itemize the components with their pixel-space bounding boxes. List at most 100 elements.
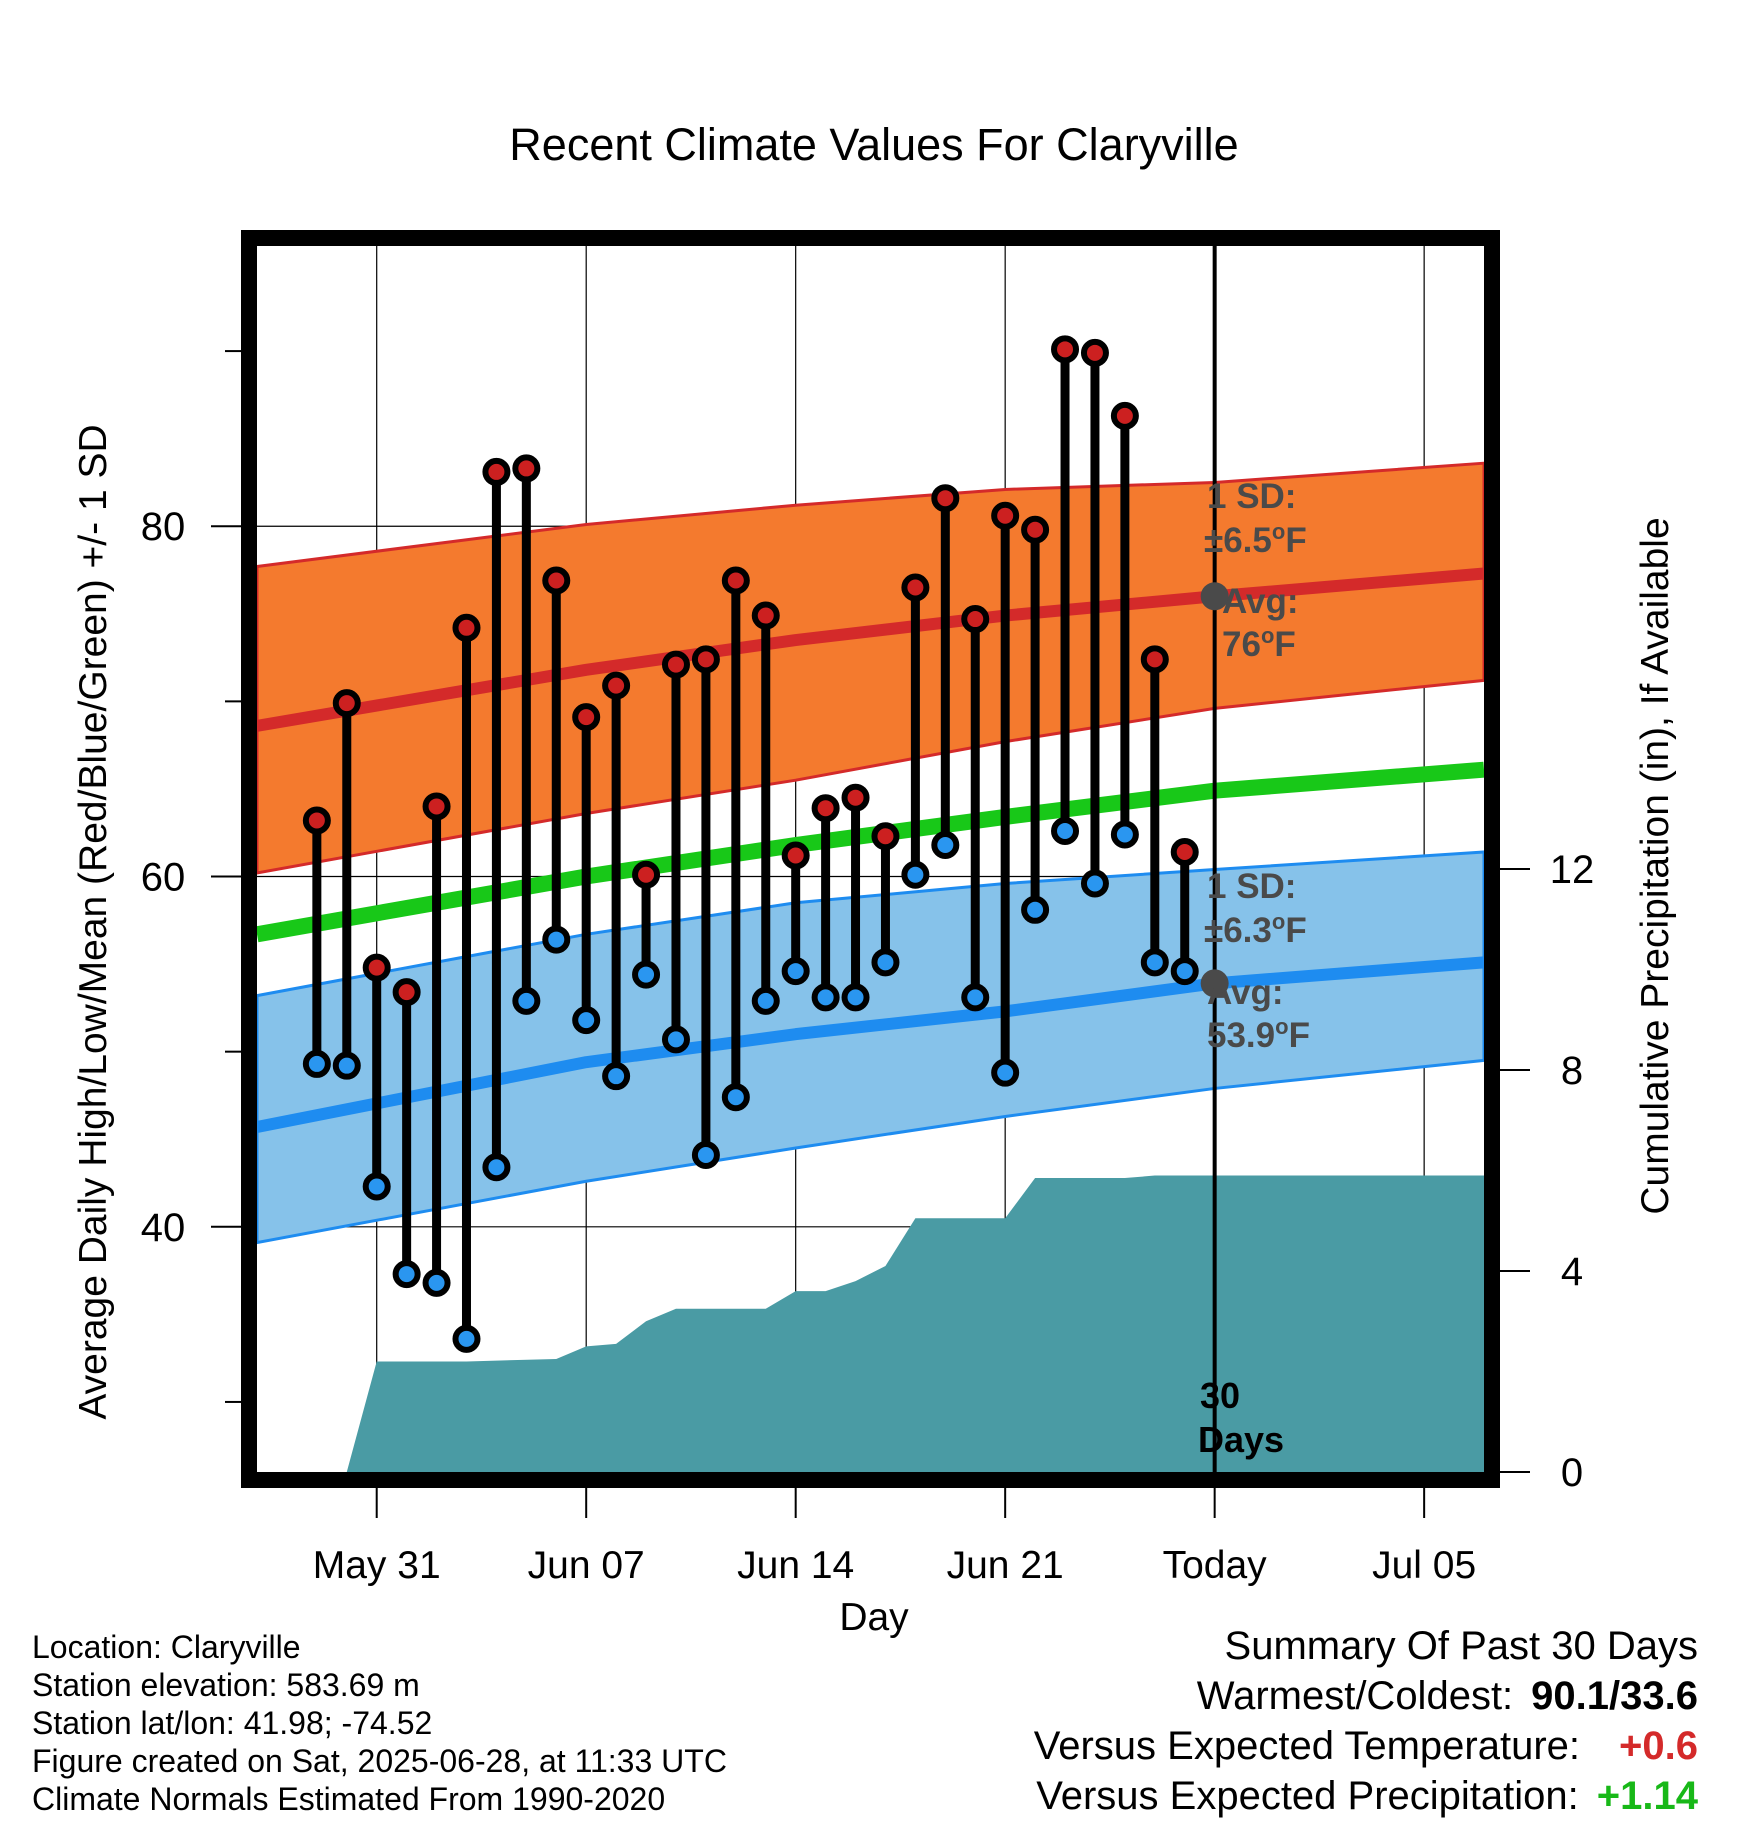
daily-high-point bbox=[901, 573, 930, 602]
high-avg-unit: F bbox=[1274, 625, 1295, 664]
daily-low-point bbox=[661, 1025, 690, 1054]
daily-high-point bbox=[781, 841, 810, 870]
daily-high-point bbox=[1021, 515, 1050, 544]
daily-high-point bbox=[1170, 837, 1199, 866]
x-tick-label: May 31 bbox=[313, 1544, 441, 1587]
daily-high-point bbox=[512, 454, 541, 483]
x-axis-label: Day bbox=[839, 1596, 909, 1639]
daily-low-point bbox=[482, 1153, 511, 1182]
window-days-label: Days bbox=[1198, 1419, 1284, 1460]
meta-elevation: Station elevation: 583.69 m bbox=[32, 1667, 420, 1703]
low-sd-value: ±6.3oF bbox=[1204, 909, 1307, 950]
plot-area bbox=[241, 230, 1500, 1488]
y2-tick-label: 12 bbox=[1550, 848, 1595, 892]
y2-tick-label: 8 bbox=[1561, 1049, 1583, 1093]
daily-low-point bbox=[931, 830, 960, 859]
daily-low-point bbox=[572, 1006, 601, 1035]
summary-title: Summary Of Past 30 Days bbox=[1224, 1624, 1698, 1668]
low-annotations: 1 SD: ±6.3oF Avg: 53.9oF bbox=[1204, 867, 1310, 1055]
high-average-marker bbox=[1200, 582, 1229, 611]
daily-high-point bbox=[632, 860, 661, 889]
summary-temp-label: Versus Expected Temperature: bbox=[1033, 1724, 1580, 1768]
high-sd-number: ±6.5 bbox=[1204, 521, 1272, 560]
precip-area bbox=[316, 1175, 1485, 1472]
daily-low-point bbox=[512, 986, 541, 1015]
summary-panel: Summary Of Past 30 Days Warmest/Coldest:… bbox=[1034, 1621, 1698, 1821]
chart-title: Recent Climate Values For Claryville bbox=[509, 119, 1238, 170]
high-annotations: 1 SD: ±6.5oF Avg: 76oF bbox=[1204, 477, 1307, 664]
daily-high-point bbox=[1110, 401, 1139, 430]
daily-low-point bbox=[871, 948, 900, 977]
y-tick-label: 80 bbox=[141, 505, 186, 549]
x-tick-label: Jul 05 bbox=[1372, 1544, 1476, 1587]
summary-warmest-value: 90.1/33.6 bbox=[1531, 1674, 1698, 1718]
high-avg-number: 76 bbox=[1222, 625, 1261, 664]
low-avg-value: 53.9oF bbox=[1207, 1014, 1310, 1055]
summary-warmest-label: Warmest/Coldest: bbox=[1196, 1674, 1514, 1718]
low-sd-label: 1 SD: bbox=[1207, 867, 1296, 906]
daily-high-point bbox=[302, 806, 331, 835]
daily-low-point bbox=[961, 983, 990, 1012]
daily-low-point bbox=[721, 1083, 750, 1112]
daily-low-point bbox=[811, 983, 840, 1012]
y-tick-label: 60 bbox=[141, 856, 186, 900]
x-tick-label: Jun 14 bbox=[737, 1544, 854, 1587]
meta-latlon: Station lat/lon: 41.98; -74.52 bbox=[32, 1705, 433, 1741]
daily-high-point bbox=[392, 978, 421, 1007]
y2-tick-label: 4 bbox=[1561, 1250, 1583, 1294]
daily-high-point bbox=[422, 792, 451, 821]
daily-low-point bbox=[1080, 869, 1109, 898]
high-sd-label: 1 SD: bbox=[1207, 477, 1296, 516]
y-axis-label-left: Average Daily High/Low/Mean (Red/Blue/Gr… bbox=[72, 424, 115, 1419]
normal-high-line bbox=[255, 567, 1485, 732]
low-average-marker bbox=[1200, 969, 1229, 998]
daily-high-point bbox=[362, 953, 391, 982]
high-avg-degree: o bbox=[1261, 623, 1274, 648]
daily-low-point bbox=[302, 1049, 331, 1078]
y-axis-left: 40 60 80 bbox=[141, 350, 241, 1403]
summary-precip-label: Versus Expected Precipitation: bbox=[1036, 1774, 1579, 1818]
daily-high-point bbox=[751, 601, 780, 630]
daily-low-point bbox=[691, 1140, 720, 1169]
summary-temp-value: +0.6 bbox=[1619, 1724, 1698, 1768]
meta-normals: Climate Normals Estimated From 1990-2020 bbox=[32, 1781, 666, 1817]
station-metadata: Location: Claryville Station elevation: … bbox=[32, 1628, 727, 1818]
low-sd-degree: o bbox=[1272, 909, 1285, 934]
daily-low-point bbox=[1051, 816, 1080, 845]
high-sd-unit: F bbox=[1285, 521, 1306, 560]
daily-low-point bbox=[542, 925, 571, 954]
x-tick-label: Jun 07 bbox=[528, 1544, 645, 1587]
meta-created: Figure created on Sat, 2025-06-28, at 11… bbox=[32, 1743, 727, 1779]
y2-tick-label: 0 bbox=[1561, 1451, 1583, 1495]
daily-low-point bbox=[991, 1058, 1020, 1087]
normal-mean-line bbox=[255, 761, 1485, 943]
y-tick-label: 40 bbox=[141, 1206, 186, 1250]
low-sd-unit: F bbox=[1285, 911, 1306, 950]
low-avg-label: Avg: bbox=[1207, 973, 1283, 1012]
daily-high-point bbox=[1080, 338, 1109, 367]
daily-low-point bbox=[362, 1172, 391, 1201]
plot-frame bbox=[241, 230, 1500, 1488]
daily-high-point bbox=[811, 794, 840, 823]
daily-high-point bbox=[1051, 335, 1080, 364]
daily-high-point bbox=[1140, 645, 1169, 674]
daily-low-point bbox=[452, 1324, 481, 1353]
low-avg-unit: F bbox=[1289, 1016, 1310, 1055]
daily-high-point bbox=[871, 822, 900, 851]
daily-high-point bbox=[931, 484, 960, 513]
daily-high-point bbox=[452, 613, 481, 642]
daily-low-point bbox=[332, 1051, 361, 1080]
daily-high-point bbox=[572, 703, 601, 732]
daily-high-point bbox=[691, 645, 720, 674]
daily-low-point bbox=[1110, 820, 1139, 849]
window-annotation: 30 Days bbox=[1198, 1375, 1284, 1460]
meta-location: Location: Claryville bbox=[32, 1629, 301, 1665]
daily-high-point bbox=[961, 605, 990, 634]
daily-low-point bbox=[751, 986, 780, 1015]
daily-high-point bbox=[721, 566, 750, 595]
high-sd-degree: o bbox=[1272, 519, 1285, 544]
low-avg-degree: o bbox=[1275, 1014, 1288, 1039]
daily-low-point bbox=[422, 1268, 451, 1297]
window-days-number: 30 bbox=[1200, 1375, 1240, 1416]
